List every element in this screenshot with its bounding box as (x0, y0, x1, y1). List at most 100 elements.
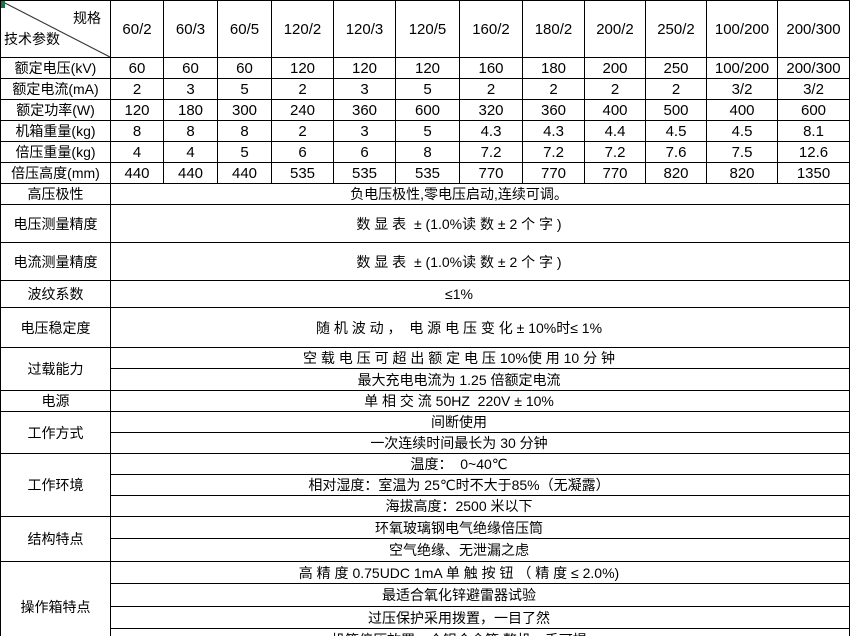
spec-value-cell: 400 (706, 99, 778, 121)
spec-row: 额定电流(mA) 2 3 5 2 3 5 2 2 2 2 3/2 3/2 (0, 78, 850, 100)
spec-value-cell: 5 (395, 120, 460, 142)
column-header: 200/2 (584, 0, 646, 58)
section-row: 高压极性 负电压极性,零电压启动,连续可调。 (0, 183, 850, 205)
spec-value-cell: 4.3 (459, 120, 523, 142)
section-row: 海拔高度：2500 米以下 (1, 495, 850, 517)
section-row: 最适合氧化锌避雷器试验 (1, 583, 850, 607)
spec-value-cell: 12.6 (777, 141, 850, 163)
spec-value-cell: 500 (645, 99, 707, 121)
spec-value-cell: 3/2 (706, 78, 778, 100)
section-row: 空气绝缘、无泄漏之虑 (1, 538, 850, 562)
spec-value-cell: 3 (333, 78, 396, 100)
spec-value-cell: 4 (110, 141, 164, 163)
corner-header-cell: 规格 技术参数 (0, 0, 111, 58)
spec-value-cell: 2 (110, 78, 164, 100)
spec-value-cell: 600 (777, 99, 850, 121)
spec-value-cell: 770 (584, 162, 646, 184)
section-label: 操作箱特点 (0, 561, 111, 636)
section-value-cell: 温度： 0~40℃ (110, 453, 850, 475)
spec-value-cell: 4.5 (706, 120, 778, 142)
spec-value-cell: 180 (522, 57, 585, 79)
spec-value-cell: 180 (163, 99, 218, 121)
spec-value-cell: 5 (395, 78, 460, 100)
section-label: 工作方式 (0, 411, 111, 454)
spec-value-cell: 120 (395, 57, 460, 79)
row-label: 倍压重量(kg) (0, 141, 111, 163)
section-value-cell: 最适合氧化锌避雷器试验 (110, 583, 850, 607)
spec-value-cell: 440 (163, 162, 218, 184)
section-value-cell: 最大充电电流为 1.25 倍额定电流 (110, 368, 850, 391)
spec-value-cell: 400 (584, 99, 646, 121)
section-label: 电压测量精度 (0, 204, 111, 243)
spec-value-cell: 535 (271, 162, 334, 184)
spec-value-cell: 4.3 (522, 120, 585, 142)
section-value-cell: 机箱倍压放置一个铝合金箱,整机一手可提 (110, 628, 850, 636)
section-row: 工作方式 间断使用 (0, 411, 850, 454)
column-header: 120/3 (333, 0, 396, 58)
section-value-cell: 空气绝缘、无泄漏之虑 (110, 538, 850, 562)
spec-value-cell: 250 (645, 57, 707, 79)
spec-value-cell: 2 (522, 78, 585, 100)
section-label: 工作环境 (0, 453, 111, 517)
header-row: 规格 技术参数 60/2 60/3 60/5 120/2 120/3 120/5… (0, 0, 850, 58)
spec-value-cell: 1350 (777, 162, 850, 184)
section-label: 电压稳定度 (0, 307, 111, 348)
spec-value-cell: 2 (645, 78, 707, 100)
row-label: 机箱重量(kg) (0, 120, 111, 142)
spec-value-cell: 7.2 (584, 141, 646, 163)
row-label: 倍压高度(mm) (0, 162, 111, 184)
spec-value-cell: 770 (459, 162, 523, 184)
spec-value-cell: 160 (459, 57, 523, 79)
section-row: 最大充电电流为 1.25 倍额定电流 (1, 368, 850, 391)
spec-value-cell: 240 (271, 99, 334, 121)
section-value-cell: 数 显 表 ± (1.0%读 数 ± 2 个 字 ) (110, 242, 850, 281)
spec-value-cell: 60 (163, 57, 218, 79)
spec-value-cell: 2 (271, 120, 334, 142)
section-value-cell: 相对湿度：室温为 25℃时不大于85%（无凝露） (110, 474, 850, 496)
spec-value-cell: 4 (163, 141, 218, 163)
section-value-cell: 数 显 表 ± (1.0%读 数 ± 2 个 字 ) (110, 204, 850, 243)
section-row: 电流测量精度 数 显 表 ± (1.0%读 数 ± 2 个 字 ) (0, 242, 850, 281)
spec-value-cell: 2 (271, 78, 334, 100)
section-row: 结构特点 环氧玻璃钢电气绝缘倍压筒 (0, 516, 850, 562)
spec-value-cell: 535 (395, 162, 460, 184)
section-label: 波纹系数 (0, 280, 111, 308)
spec-value-cell: 4.4 (584, 120, 646, 142)
spec-row: 倍压高度(mm) 440 440 440 535 535 535 770 770… (0, 162, 850, 184)
section-row: 机箱倍压放置一个铝合金箱,整机一手可提 (1, 628, 850, 636)
section-label: 过载能力 (0, 347, 111, 391)
spec-value-cell: 8 (110, 120, 164, 142)
section-row: 一次连续时间最长为 30 分钟 (1, 432, 850, 454)
spec-value-cell: 360 (333, 99, 396, 121)
spec-value-cell: 820 (706, 162, 778, 184)
section-row: 波纹系数 ≤1% (0, 280, 850, 308)
spec-value-cell: 6 (271, 141, 334, 163)
column-header: 180/2 (522, 0, 585, 58)
spec-value-cell: 320 (459, 99, 523, 121)
spec-value-cell: 120 (333, 57, 396, 79)
spec-value-cell: 5 (217, 141, 272, 163)
spec-row: 机箱重量(kg) 8 8 8 2 3 5 4.3 4.3 4.4 4.5 4.5… (0, 120, 850, 142)
spec-value-cell: 440 (217, 162, 272, 184)
spec-value-cell: 6 (333, 141, 396, 163)
spec-value-cell: 8 (163, 120, 218, 142)
spec-value-cell: 7.6 (645, 141, 707, 163)
spec-value-cell: 3 (163, 78, 218, 100)
row-label: 额定电压(kV) (0, 57, 111, 79)
spec-value-cell: 440 (110, 162, 164, 184)
spec-value-cell: 600 (395, 99, 460, 121)
spec-value-cell: 8 (395, 141, 460, 163)
section-label: 电源 (0, 390, 111, 412)
column-header: 60/3 (163, 0, 218, 58)
section-row: 过压保护采用拨置，一目了然 (1, 606, 850, 629)
section-value-cell: 间断使用 (110, 411, 850, 433)
section-value-cell: 随 机 波 动 ， 电 源 电 压 变 化 ± 10%时≤ 1% (110, 307, 850, 348)
spec-value-cell: 7.2 (522, 141, 585, 163)
section-value-cell: 过压保护采用拨置，一目了然 (110, 606, 850, 629)
spec-value-cell: 3 (333, 120, 396, 142)
spec-value-cell: 120 (110, 99, 164, 121)
excel-corner-marker (1, 1, 5, 8)
column-header: 250/2 (645, 0, 707, 58)
